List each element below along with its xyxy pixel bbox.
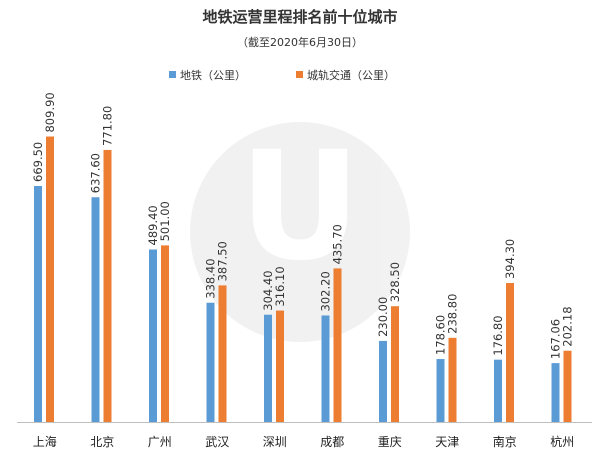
svg-text:U: U	[239, 120, 361, 294]
bar-metro-1	[91, 197, 100, 422]
x-tick-label-4: 深圳	[263, 435, 287, 449]
bar-urban-rail-9	[563, 350, 572, 422]
value-label-metro-2: 489.40	[146, 205, 160, 245]
value-label-urban-rail-3: 387.50	[216, 241, 230, 281]
value-label-metro-4: 304.40	[261, 270, 275, 310]
watermark-logo: U	[190, 120, 410, 342]
x-tick-label-7: 天津	[435, 435, 459, 449]
bar-urban-rail-6	[391, 306, 399, 422]
x-tick-label-3: 武汉	[205, 435, 229, 449]
bar-metro-6	[379, 340, 387, 422]
bar-metro-0	[34, 186, 42, 422]
chart-subtitle: （截至2020年6月30日）	[237, 35, 363, 49]
value-label-urban-rail-9: 202.18	[561, 306, 575, 346]
chart-title: 地铁运营里程排名前十位城市	[202, 8, 397, 26]
value-label-urban-rail-2: 501.00	[158, 201, 172, 241]
value-label-metro-3: 338.40	[204, 258, 218, 298]
x-tick-label-9: 杭州	[550, 434, 574, 449]
bar-urban-rail-4	[276, 310, 284, 422]
bar-urban-rail-3	[218, 285, 227, 422]
value-label-urban-rail-4: 316.10	[273, 266, 287, 306]
legend-label-urban-rail: 城轨交通（公里）	[307, 68, 395, 82]
bar-urban-rail-1	[103, 149, 112, 423]
legend-swatch-metro	[169, 71, 176, 78]
value-label-metro-5: 302.20	[319, 271, 333, 311]
value-label-urban-rail-0: 809.90	[43, 92, 57, 132]
x-tick-label-0: 上海	[33, 434, 57, 449]
value-label-urban-rail-7: 238.80	[446, 294, 460, 334]
value-label-metro-9: 167.06	[549, 319, 563, 359]
bar-urban-rail-0	[46, 136, 54, 422]
bar-metro-8	[494, 359, 502, 422]
legend-swatch-urban-rail	[296, 71, 303, 78]
value-label-metro-1: 637.60	[89, 153, 103, 193]
bar-metro-3	[206, 302, 215, 422]
bar-metro-5	[321, 315, 330, 422]
x-tick-label-5: 成都	[320, 435, 344, 449]
legend-label-metro: 地铁（公里）	[180, 69, 246, 82]
bar-urban-rail-5	[333, 268, 342, 422]
value-label-metro-7: 178.60	[434, 315, 448, 355]
value-label-urban-rail-8: 394.30	[503, 239, 517, 279]
value-label-metro-0: 669.50	[31, 142, 45, 182]
value-label-metro-6: 230.00	[376, 297, 390, 337]
bar-urban-rail-2	[161, 245, 169, 422]
bar-metro-7	[436, 359, 445, 422]
value-label-urban-rail-5: 435.70	[331, 224, 345, 264]
x-tick-label-2: 广州	[148, 435, 172, 449]
bar-metro-2	[149, 249, 157, 422]
value-label-metro-8: 176.80	[491, 315, 505, 355]
bar-urban-rail-8	[506, 283, 514, 422]
value-label-urban-rail-1: 771.80	[101, 106, 115, 146]
x-tick-label-1: 北京	[90, 435, 114, 449]
legend: 地铁（公里） 城轨交通（公里）	[169, 68, 395, 82]
value-label-urban-rail-6: 328.50	[388, 262, 402, 302]
plot-area: 669.50 809.90 上海 637.60 771.80 北京 489.40501.00…	[31, 92, 575, 449]
x-tick-label-6: 重庆	[378, 435, 402, 449]
bar-metro-9	[551, 363, 560, 422]
bar-urban-rail-7	[448, 337, 457, 422]
x-tick-label-8: 南京	[493, 434, 517, 449]
bar-metro-4	[264, 314, 272, 422]
